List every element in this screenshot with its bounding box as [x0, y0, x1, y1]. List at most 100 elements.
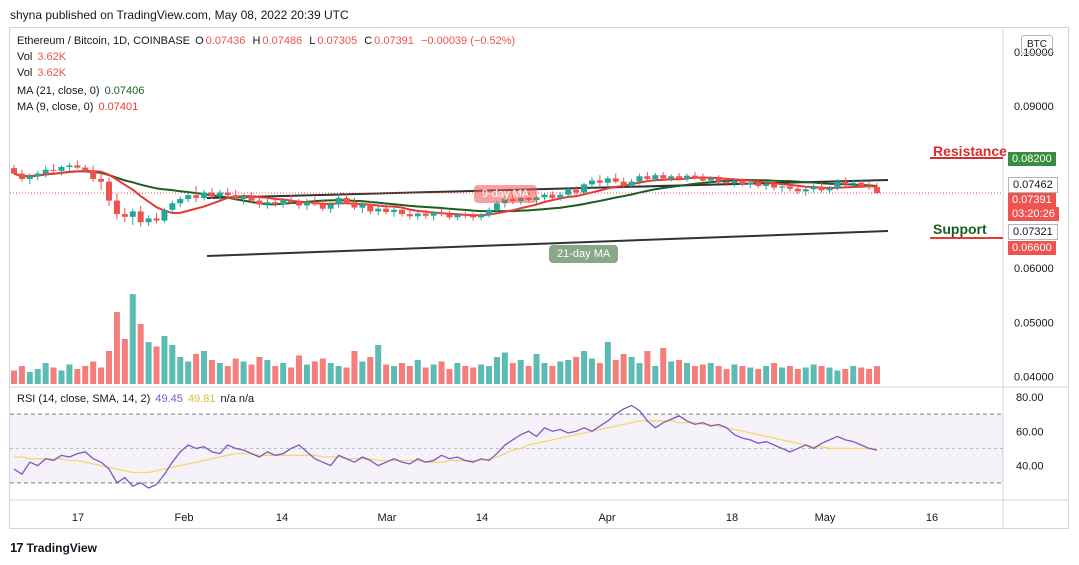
volume-bar	[565, 360, 572, 384]
volume-bar	[628, 357, 635, 384]
candle-body	[256, 200, 263, 205]
candle-body	[549, 194, 556, 198]
volume-bar	[248, 364, 255, 384]
candle-body	[11, 168, 17, 174]
volume-bar	[549, 366, 556, 384]
legend-change: −0.00039 (−0.52%)	[420, 35, 516, 47]
volume-bar	[58, 370, 65, 384]
volume-bar	[470, 367, 477, 384]
candle-body	[288, 200, 295, 203]
ma21-bubble: 21-day MA	[549, 245, 619, 263]
price-tick-label: 0.04000	[1014, 371, 1054, 383]
candle-body	[755, 182, 762, 186]
volume-bar	[541, 363, 548, 384]
volume-bar	[193, 354, 200, 384]
candle-body	[66, 165, 73, 168]
volume-bar	[414, 360, 421, 384]
volume-bar	[683, 363, 690, 384]
volume-legend-1[interactable]: Vol 3.62K	[17, 51, 67, 63]
volume-bar	[842, 369, 849, 384]
volume-bar	[668, 361, 675, 384]
volume-bar	[185, 361, 192, 384]
rsi-tick-label: 40.00	[1016, 461, 1044, 473]
candle-body	[446, 214, 453, 218]
candle-body	[470, 215, 477, 218]
candle-body	[98, 178, 105, 182]
ma21-line	[13, 170, 878, 213]
volume-bar	[486, 366, 493, 384]
volume-bar	[501, 352, 508, 384]
candle-body	[240, 196, 247, 199]
volume-bar	[121, 339, 128, 384]
ma21-legend[interactable]: MA (21, close, 0) 0.07406	[17, 85, 145, 97]
volume-bar	[699, 364, 706, 384]
candle-body	[264, 202, 271, 205]
volume-bar	[264, 360, 271, 384]
volume-bar	[367, 357, 374, 384]
candle-body	[280, 200, 287, 205]
candle-body	[351, 202, 358, 208]
volume-bar	[66, 364, 73, 384]
candle-body	[319, 204, 326, 209]
candle-body	[121, 214, 128, 217]
volume-bar	[303, 364, 310, 384]
candle-body	[145, 218, 152, 223]
volume-bar	[644, 351, 651, 384]
candle-body	[375, 208, 382, 212]
volume-bar	[676, 360, 683, 384]
candle-body	[438, 212, 445, 215]
volume-bar	[850, 366, 857, 384]
volume-bar	[240, 361, 247, 384]
publisher-header: shyna published on TradingView.com, May …	[10, 8, 349, 22]
volume-bar	[723, 369, 730, 384]
volume-bar	[256, 357, 263, 384]
volume-bar	[335, 366, 342, 384]
candle-body	[850, 182, 857, 185]
volume-bar	[145, 342, 152, 384]
candle-body	[683, 175, 690, 179]
candle-body	[454, 214, 461, 218]
time-tick-label: May	[815, 512, 836, 524]
volume-bar	[224, 366, 231, 384]
volume-bar	[208, 360, 215, 384]
volume-bar	[660, 348, 667, 384]
volume-bar	[82, 366, 89, 384]
candle-body	[493, 203, 500, 210]
candle-body	[462, 214, 469, 216]
candle-body	[707, 178, 714, 181]
volume-bar	[106, 351, 113, 384]
candle-body	[430, 212, 437, 216]
rsi-line	[13, 404, 878, 489]
volume-bar	[620, 354, 627, 384]
time-tick-label: Mar	[378, 512, 397, 524]
candle-body	[486, 209, 493, 215]
candle-body	[731, 181, 738, 184]
volume-bar	[359, 361, 366, 384]
volume-bar	[391, 366, 398, 384]
time-tick-label: 17	[72, 512, 84, 524]
volume-bar	[755, 369, 762, 384]
volume-bar	[11, 370, 17, 384]
support-price-tag: 0.06600	[1008, 241, 1056, 255]
ma9-legend[interactable]: MA (9, close, 0) 0.07401	[17, 101, 139, 113]
rsi-legend[interactable]: RSI (14, close, SMA, 14, 2) 49.45 49.81 …	[17, 393, 255, 405]
candle-body	[224, 192, 231, 196]
candle-body	[604, 178, 611, 183]
candle-body	[359, 204, 366, 208]
volume-bar	[90, 361, 97, 384]
symbol-name[interactable]: Ethereum / Bitcoin, 1D, COINBASE	[17, 35, 191, 47]
candle-body	[794, 188, 801, 192]
volume-bar	[763, 366, 770, 384]
volume-bar	[818, 366, 825, 384]
volume-bar	[375, 345, 382, 384]
currency-button[interactable]: BTC	[1021, 35, 1053, 54]
tradingview-footer[interactable]: 17 TradingView	[10, 540, 97, 555]
candle-body	[763, 183, 770, 186]
candle-body	[185, 195, 192, 199]
volume-bar	[98, 367, 105, 384]
candle-body	[90, 170, 97, 179]
channel-lower-line	[206, 230, 889, 257]
volume-legend-2[interactable]: Vol 3.62K	[17, 67, 67, 79]
volume-bar	[398, 363, 405, 384]
